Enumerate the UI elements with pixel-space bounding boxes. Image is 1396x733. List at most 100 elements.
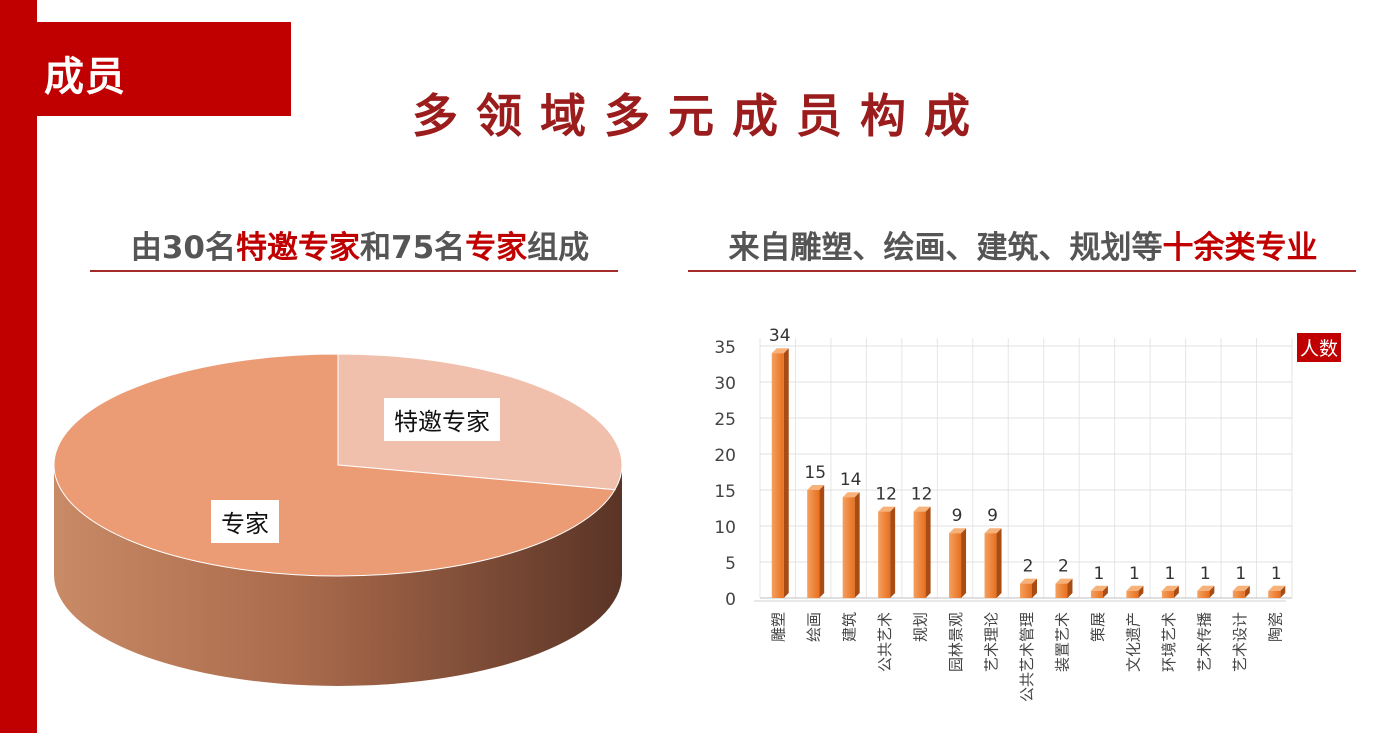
bar [984,533,997,598]
bar-side [783,348,789,598]
x-category-label: 绘画 [805,612,823,642]
pie-label-special-experts: 特邀专家 [384,398,500,441]
bar-value-label: 1 [1271,564,1282,584]
bar [913,511,926,598]
x-category-label: 公共艺术 [876,612,894,672]
bar-value-label: 1 [1129,564,1140,584]
left-heading-part2: 和75名 [360,230,466,266]
bar-top [1161,585,1179,591]
bar-side [1173,585,1179,598]
bar-top [949,528,967,534]
bar [949,533,962,598]
y-tick-label: 10 [714,518,736,538]
y-axis-unit-badge: 人数 [1297,333,1342,362]
bar [1197,590,1210,598]
x-category-label: 装置艺术 [1053,612,1071,672]
x-category-label: 建筑 [841,612,859,642]
x-category-label: 文化遗产 [1124,612,1142,672]
page-title: 多领域多元成员构成 [412,89,988,143]
right-heading: 来自雕塑、绘画、建筑、规划等十余类专业 [688,222,1358,267]
left-heading-underline [90,270,618,272]
bar-value-label: 9 [987,506,998,526]
y-tick-label: 25 [714,410,736,430]
bar [842,497,855,598]
pie-label-experts: 专家 [211,500,279,543]
x-category-label: 环境艺术 [1160,612,1178,672]
pie-chart [53,353,623,686]
bar [1126,590,1139,598]
bar-side [819,485,825,598]
left-heading-highlight1: 特邀专家 [236,230,360,266]
x-category-label: 雕塑 [770,612,788,642]
bar-top [1197,585,1215,591]
bar-top [771,348,789,354]
x-category-label: 艺术理论 [983,612,1001,672]
x-category-label: 陶瓷 [1266,612,1284,642]
bar-side [996,528,1002,598]
left-heading-highlight2: 专家 [465,230,528,266]
bar-top [1055,578,1073,584]
bar-top [1232,585,1250,591]
x-category-label: 园林景观 [947,612,965,672]
right-heading-underline [688,270,1356,272]
section-tag: 成员 [44,54,126,100]
left-heading: 由30名特邀专家和75名专家组成 [100,222,620,267]
y-tick-label: 15 [714,482,736,502]
bar [771,353,784,598]
left-heading-part1: 由30名 [130,230,236,266]
y-tick-label: 5 [725,554,736,574]
bar-top [878,506,896,512]
bar [1232,590,1245,598]
bar-top [913,506,931,512]
bar [878,511,891,598]
bar-side [961,528,967,598]
bar-value-label: 34 [769,326,791,346]
bar [807,490,820,598]
bar-top [807,485,825,490]
x-category-label: 公共艺术管理 [1018,612,1036,702]
bar [1090,590,1103,598]
bar-value-label: 12 [875,485,897,505]
y-tick-label: 0 [725,590,736,610]
right-heading-highlight1: 十余类专业 [1162,230,1318,266]
x-category-label: 策展 [1089,612,1107,642]
bar-value-label: 1 [1200,564,1211,584]
bar-value-label: 2 [1023,557,1034,577]
bar-value-label: 9 [952,506,963,526]
bar-value-label: 2 [1058,557,1069,577]
bar-top [1020,578,1037,584]
bar [1055,583,1068,598]
section-tag-box [0,22,291,116]
left-heading-part3: 组成 [527,230,590,266]
bar-value-label: 1 [1235,564,1246,584]
y-tick-label: 30 [714,374,736,394]
bar-value-label: 15 [804,463,826,483]
bar-side [1138,585,1144,598]
bar-value-label: 12 [911,485,933,505]
bar-side [1244,585,1250,598]
bar-side [1102,585,1108,598]
bar-top [842,492,860,498]
y-tick-label: 20 [714,446,736,466]
right-heading-part1: 来自雕塑、绘画、建筑、规划等 [728,230,1163,266]
left-accent-bar [0,0,37,733]
bar-chart: 0510152025303534雕塑15绘画14建筑12公共艺术12规划9园林景… [714,326,1293,702]
x-category-label: 艺术传播 [1195,612,1213,672]
x-category-label: 艺术设计 [1231,612,1249,672]
bar-top [984,528,1002,534]
bar-side [1067,578,1073,598]
pie-side-wall [54,465,622,686]
bar-side [1209,585,1215,598]
bar [1161,590,1174,598]
bar [1268,590,1281,598]
bar-value-label: 1 [1094,564,1105,584]
bar-top [1126,585,1144,591]
pie-slice-experts [53,353,616,577]
bar-side [854,492,860,598]
bar-side [890,506,896,598]
bar-value-label: 14 [840,470,862,490]
x-category-label: 规划 [912,612,930,642]
bar [1020,583,1032,598]
bar-side [1032,578,1037,598]
